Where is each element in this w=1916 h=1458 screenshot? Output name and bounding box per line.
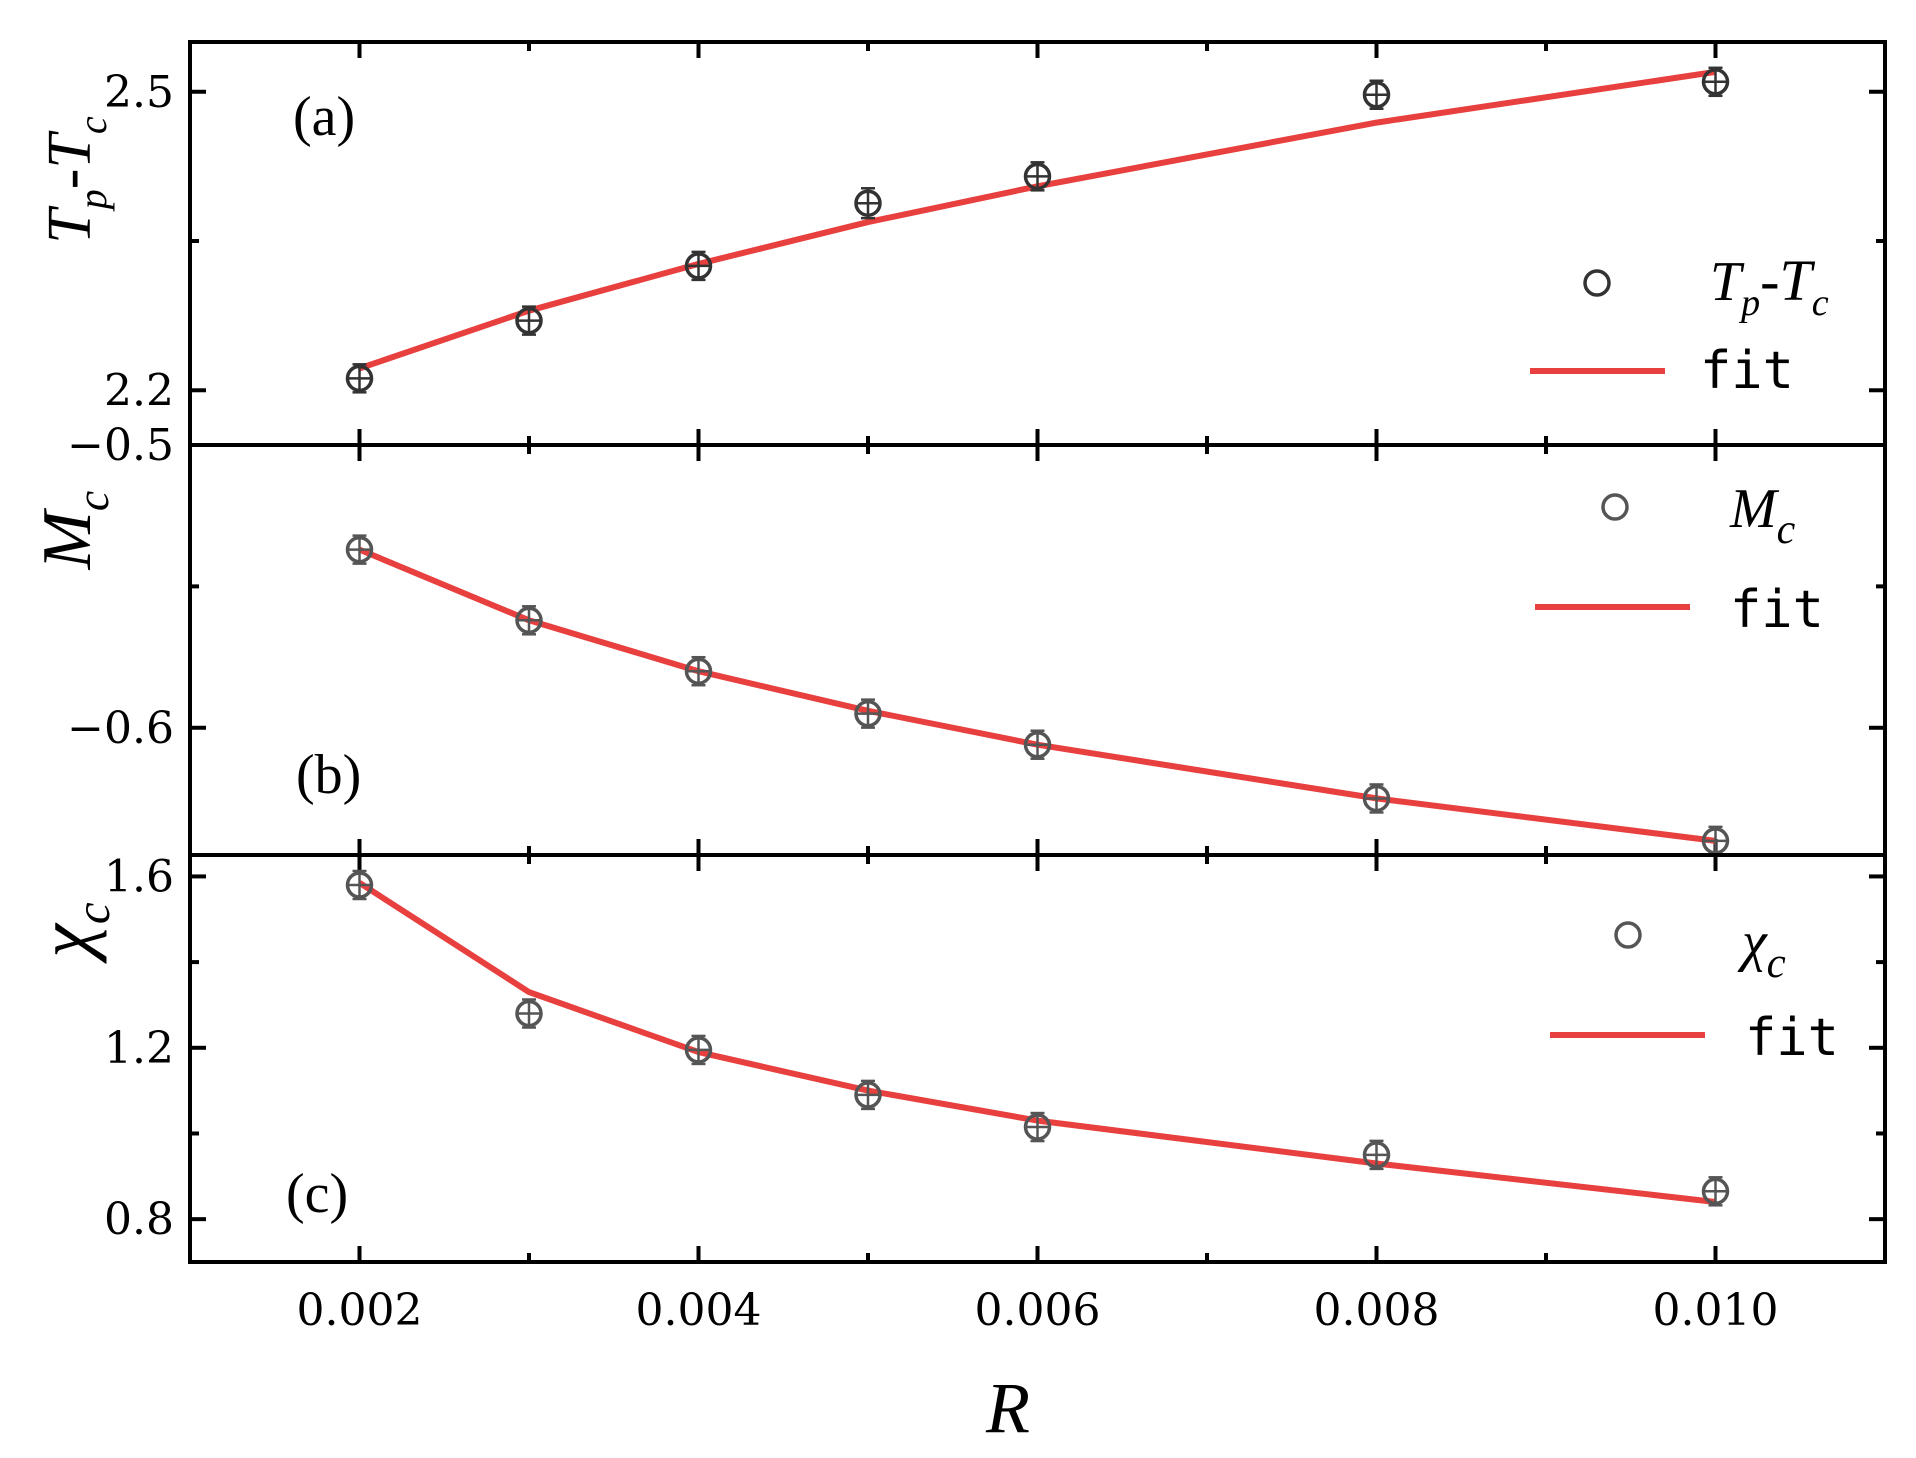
data-point	[345, 871, 374, 899]
y-tick-label: −0.5	[67, 420, 174, 471]
data-point	[1023, 730, 1052, 759]
label-symbol: M	[1729, 478, 1780, 540]
y-tick-label: 0.8	[104, 1194, 174, 1245]
label-symbol: T	[36, 205, 104, 244]
x-tick-label: 0.004	[636, 1285, 762, 1336]
panel-label: (a)	[293, 86, 355, 148]
label-symbol: M	[29, 507, 106, 570]
label-symbol: χ	[1737, 911, 1768, 973]
data-point	[515, 606, 543, 635]
data-point	[515, 999, 543, 1028]
legend-marker	[1614, 921, 1642, 949]
data-point	[345, 364, 374, 393]
legend-label-points: χc	[1737, 911, 1786, 987]
data-point	[1023, 1113, 1052, 1141]
x-axis-label: R	[985, 1368, 1030, 1448]
data-point	[684, 252, 713, 280]
fit-line	[358, 68, 1716, 372]
y-axis-label: Tp-Tc	[36, 116, 115, 244]
legend-label-points: Mc	[1729, 478, 1796, 553]
y-tick-label: 2.5	[104, 67, 174, 118]
plot-frame	[188, 853, 1887, 1264]
y-tick-label: 1.2	[104, 1023, 174, 1074]
x-tick-label: 0.006	[975, 1285, 1101, 1336]
fit-line	[357, 880, 1716, 1205]
legend-label-fit: fit	[1700, 341, 1794, 401]
legend-marker	[1601, 493, 1629, 521]
data-point	[1362, 784, 1391, 813]
label-symbol-2: T	[36, 130, 104, 169]
data-point	[1362, 80, 1391, 109]
x-tick-label: 0.002	[297, 1285, 423, 1336]
data-point	[1701, 1177, 1730, 1206]
plot-frame	[188, 40, 1887, 447]
data-point	[854, 189, 882, 217]
data-point	[684, 1036, 713, 1064]
label-symbol: χ	[23, 923, 107, 965]
label-dash: -	[1760, 248, 1779, 313]
data-point	[854, 1081, 882, 1109]
legend-label-fit: fit	[1730, 580, 1824, 640]
label-subscript: c	[1767, 940, 1786, 987]
label-subscript: p	[70, 189, 115, 212]
legend: Mc fit	[1535, 478, 1824, 640]
y-tick-label: 2.2	[104, 365, 174, 416]
y-tick-label: −0.6	[67, 703, 174, 754]
x-tick-label: 0.010	[1653, 1285, 1779, 1336]
data-point	[1023, 162, 1052, 191]
label-symbol: T	[1710, 251, 1745, 313]
legend-marker	[1583, 269, 1611, 297]
legend-label-points: Tp-Tc	[1710, 248, 1829, 324]
plot-frame	[188, 443, 1887, 857]
data-point	[1362, 1141, 1391, 1169]
legend: χc fit	[1550, 911, 1839, 1068]
x-tick-label: 0.008	[1314, 1285, 1440, 1336]
label-subscript: c	[1777, 507, 1796, 553]
y-axis-label: Mc	[29, 491, 118, 571]
fit-line	[358, 546, 1716, 844]
panel-label: (b)	[296, 744, 361, 806]
legend-label-fit: fit	[1745, 1008, 1839, 1068]
label-symbol-2: T	[1779, 248, 1815, 313]
data-point	[515, 306, 543, 335]
label-subscript-2: c	[1812, 282, 1829, 324]
x-axis-tick-labels: 0.002 0.004 0.006 0.008 0.010	[297, 1285, 1779, 1336]
label-subscript: c	[67, 491, 118, 511]
y-tick-label: 1.6	[104, 851, 174, 902]
data-point	[1701, 827, 1730, 855]
data-point	[345, 535, 374, 564]
label-subscript-2: c	[70, 116, 115, 134]
data-point	[854, 699, 882, 728]
data-point	[1701, 68, 1730, 96]
label-dash: -	[36, 169, 104, 190]
data-point	[684, 657, 713, 685]
y-axis-label: χc	[23, 902, 120, 964]
label-subscript: p	[1738, 282, 1760, 324]
panel-label: (c)	[286, 1163, 348, 1225]
label-subscript: c	[65, 902, 120, 924]
